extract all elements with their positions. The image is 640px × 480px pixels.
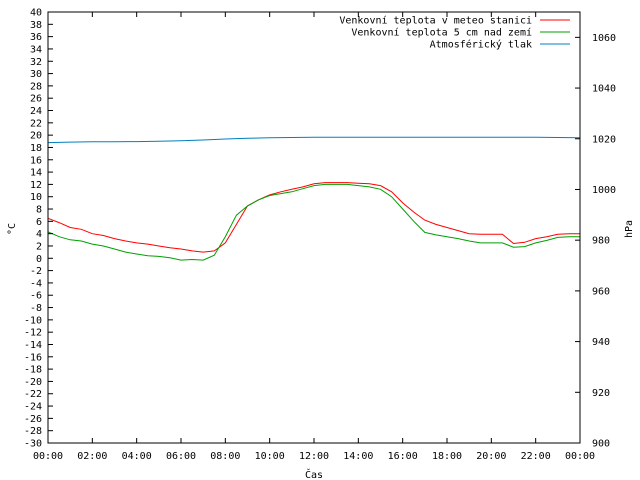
x-tick-label: 14:00 bbox=[343, 451, 373, 462]
y2-tick-label: 940 bbox=[592, 337, 610, 348]
y-tick-label: 20 bbox=[30, 131, 42, 142]
y-tick-label: 32 bbox=[30, 57, 42, 68]
y-tick-label: 16 bbox=[30, 155, 42, 166]
x-tick-label: 06:00 bbox=[166, 451, 196, 462]
series-line-3 bbox=[47, 136, 581, 144]
x-tick-label: 16:00 bbox=[388, 451, 418, 462]
y-tick-label: -10 bbox=[24, 315, 42, 326]
legend: Venkovní teplota v meteo staniciVenkovní… bbox=[339, 15, 570, 51]
x-tick-label: 18:00 bbox=[432, 451, 462, 462]
y-tick-label: 22 bbox=[30, 118, 42, 129]
y2-tick-label: 900 bbox=[592, 439, 610, 450]
x-tick-label: 00:00 bbox=[33, 451, 63, 462]
y2-tick-label: 1060 bbox=[592, 33, 616, 44]
y-tick-label: -20 bbox=[24, 377, 42, 388]
x-tick-label: 00:00 bbox=[565, 451, 595, 462]
x-axis-label: Čas bbox=[305, 468, 323, 480]
y2-tick-label: 960 bbox=[592, 286, 610, 297]
y-tick-label: -22 bbox=[24, 389, 42, 400]
x-tick-label: 22:00 bbox=[521, 451, 551, 462]
y-tick-label: -14 bbox=[24, 340, 42, 351]
y-tick-label: -24 bbox=[24, 402, 42, 413]
y-tick-label: 40 bbox=[30, 8, 42, 19]
y-tick-label: -30 bbox=[24, 439, 42, 450]
y-tick-label: -8 bbox=[30, 303, 42, 314]
y-tick-label: -4 bbox=[30, 278, 42, 289]
series-line-2 bbox=[47, 183, 580, 261]
y-tick-label: 30 bbox=[30, 69, 42, 80]
y-tick-label: -26 bbox=[24, 414, 42, 425]
x-tick-label: 04:00 bbox=[122, 451, 152, 462]
y-tick-label: 14 bbox=[30, 168, 42, 179]
y-tick-label: -28 bbox=[24, 426, 42, 437]
legend-label: Venkovní teplota v meteo stanici bbox=[339, 15, 532, 27]
legend-label: Atmosférický tlak bbox=[430, 39, 532, 51]
y-tick-label: -12 bbox=[24, 328, 42, 339]
y2-tick-label: 1020 bbox=[592, 134, 616, 145]
y2-tick-label: 920 bbox=[592, 388, 610, 399]
y-tick-label: 26 bbox=[30, 94, 42, 105]
y-tick-label: -18 bbox=[24, 365, 42, 376]
y-tick-label: 8 bbox=[36, 205, 42, 216]
y-tick-label: 34 bbox=[30, 44, 42, 55]
y2-tick-label: 980 bbox=[592, 236, 610, 247]
y-tick-label: 18 bbox=[30, 143, 42, 154]
x-tick-label: 10:00 bbox=[255, 451, 285, 462]
y-tick-label: 4 bbox=[36, 229, 42, 240]
y2-axis-label: hPa bbox=[624, 220, 635, 238]
y-tick-label: -6 bbox=[30, 291, 42, 302]
y2-tick-label: 1040 bbox=[592, 84, 616, 95]
series-line-1 bbox=[47, 182, 580, 253]
y-tick-label: 6 bbox=[36, 217, 42, 228]
y2-tick-label: 1000 bbox=[592, 185, 616, 196]
y-tick-label: 28 bbox=[30, 81, 42, 92]
y-tick-label: 12 bbox=[30, 180, 42, 191]
y-tick-label: -2 bbox=[30, 266, 42, 277]
series-layer bbox=[47, 136, 581, 261]
x-tick-label: 02:00 bbox=[77, 451, 107, 462]
ticks-layer: 00:00 02:00 04:00 06:00 08:00 10:00 12:00 14:00… bbox=[24, 8, 616, 463]
x-tick-label: 20:00 bbox=[476, 451, 506, 462]
legend-label: Venkovní teplota 5 cm nad zemí bbox=[351, 27, 532, 39]
x-tick-label: 08:00 bbox=[210, 451, 240, 462]
y-tick-label: 0 bbox=[36, 254, 42, 265]
y-tick-label: 2 bbox=[36, 241, 42, 252]
y-tick-label: 38 bbox=[30, 20, 42, 31]
y-tick-label: 24 bbox=[30, 106, 42, 117]
x-tick-label: 12:00 bbox=[299, 451, 329, 462]
y-tick-label: 10 bbox=[30, 192, 42, 203]
y-axis-label: °C bbox=[7, 223, 18, 235]
y-tick-label: -16 bbox=[24, 352, 42, 363]
y-tick-label: 36 bbox=[30, 32, 42, 43]
